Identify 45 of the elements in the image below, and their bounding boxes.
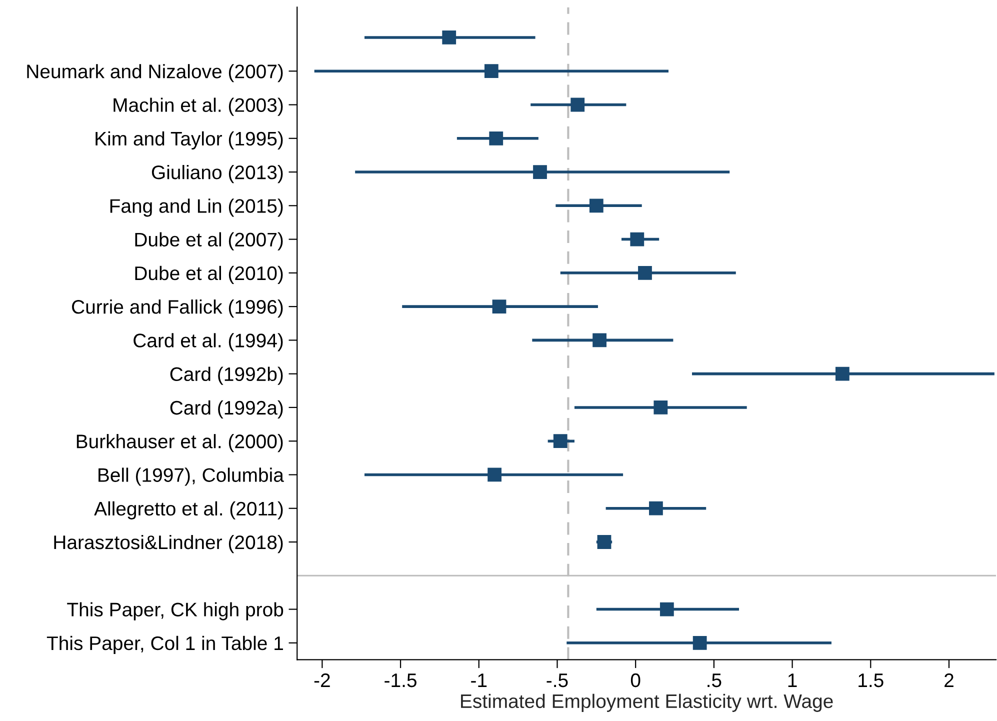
y-tick-label: This Paper, CK high prob <box>67 602 284 620</box>
y-tick-label: Card et al. (1994) <box>134 333 283 352</box>
point <box>597 535 612 549</box>
point <box>553 434 568 448</box>
y-tick-label: Kim and Taylor (1995) <box>96 131 283 150</box>
x-tick-label: 1.5 <box>858 674 884 688</box>
y-tick-label: Dube et al (2007) <box>135 232 283 250</box>
y-tick-label: Currie and Fallick (1996) <box>72 300 283 318</box>
y-tick-label: Giuliano (2013) <box>152 164 283 184</box>
x-tick-label: 0 <box>630 673 640 688</box>
y-tick-label: Card (1992a) <box>170 400 283 419</box>
y-tick-label: Dube et al (2010) <box>135 266 283 284</box>
y-tick-label: Machin et al. (2003) <box>114 98 283 116</box>
point <box>649 501 663 516</box>
point <box>442 30 456 44</box>
y-tick-label: Fang and Lin (2015) <box>110 198 283 217</box>
point <box>570 98 585 112</box>
y-tick-label: Neumark and Nizalove (2007) <box>27 64 283 82</box>
x-tick-label: -1.5 <box>384 674 416 688</box>
point <box>654 400 668 414</box>
point <box>533 165 547 179</box>
y-tick-label: Bell (1997), Columbia <box>98 468 284 486</box>
y-tick-label: Allegretto et al. (2011) <box>94 501 283 520</box>
x-tick-label: 1 <box>788 674 797 687</box>
point <box>489 131 504 146</box>
x-tick-label: 2 <box>944 673 954 687</box>
point <box>638 266 652 280</box>
point <box>692 636 707 650</box>
y-tick-label: Card (1992b) <box>170 366 283 385</box>
x-tick-label: -2 <box>314 673 330 687</box>
x-tick-label: .5 <box>708 674 722 688</box>
y-tick-label: Harasztosi&Lindner (2018) <box>54 534 283 554</box>
y-tick-label: This Paper, Col 1 in Table 1 <box>46 636 283 654</box>
point <box>835 366 850 381</box>
x-axis-title: Estimated Employment Elasticity wrt. Wage <box>461 694 833 712</box>
point <box>484 64 498 78</box>
point <box>488 468 502 482</box>
point <box>589 198 604 213</box>
x-tick-label: -.5 <box>546 674 568 688</box>
point <box>592 333 606 348</box>
point <box>630 232 644 246</box>
point <box>492 300 506 314</box>
y-tick-label: Burkhauser et al. (2000) <box>76 434 283 452</box>
point <box>660 602 674 616</box>
x-tick-label: -1 <box>471 674 487 687</box>
